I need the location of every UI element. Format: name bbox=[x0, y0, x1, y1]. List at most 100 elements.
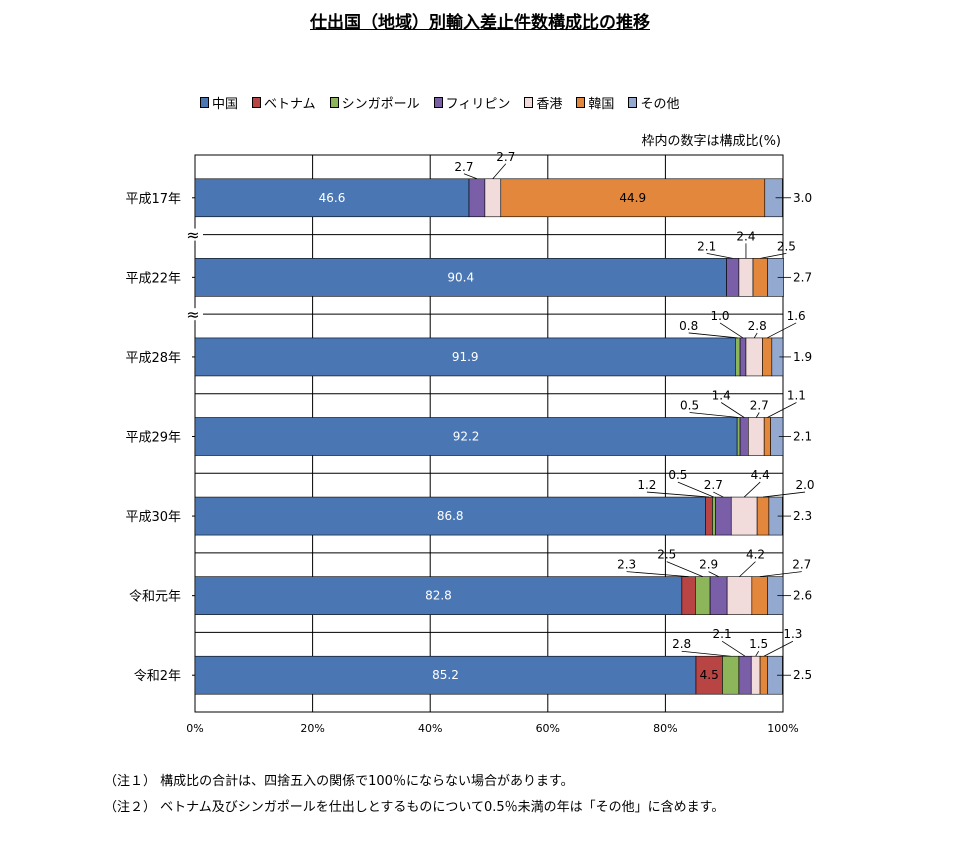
bar-segment bbox=[726, 576, 753, 615]
footnote-2: （注２） ベトナム及びシンガポールを仕出しとするものについて0.5％未満の年は「… bbox=[104, 800, 725, 815]
leader-line bbox=[463, 173, 478, 180]
legend-swatch bbox=[329, 96, 339, 108]
bar-segment bbox=[730, 496, 758, 536]
data-label: 4.2 bbox=[746, 548, 765, 562]
data-label: 90.4 bbox=[447, 270, 474, 284]
data-label: 2.7 bbox=[792, 558, 811, 572]
bar-segment bbox=[726, 258, 740, 297]
leader-line bbox=[762, 491, 806, 498]
bar-segment bbox=[705, 496, 713, 536]
data-label: 2.3 bbox=[793, 509, 812, 523]
legend-swatch bbox=[628, 96, 638, 108]
category-label: 令和元年 bbox=[129, 590, 181, 605]
legend-swatch bbox=[200, 96, 209, 108]
leader-line bbox=[681, 650, 731, 657]
leader-line bbox=[646, 491, 709, 498]
leader-line bbox=[720, 402, 745, 418]
axis-break-mask bbox=[187, 308, 203, 321]
data-label: 82.8 bbox=[425, 589, 452, 603]
data-label: 2.5 bbox=[793, 668, 812, 682]
bar-segment bbox=[756, 496, 770, 536]
category-label: 平成22年 bbox=[125, 271, 181, 286]
bar-segment bbox=[194, 337, 736, 377]
leader-line bbox=[739, 561, 756, 577]
leader-line bbox=[626, 571, 689, 578]
leader-line bbox=[763, 640, 794, 657]
bar-segment bbox=[752, 258, 769, 297]
legend: 中国 ベトナム シンガポール フィリピン 香港 韓国 その他 bbox=[200, 92, 800, 112]
unit-note: 枠内の数字は構成比(%) bbox=[642, 133, 782, 149]
legend-item: フィリピン bbox=[433, 93, 510, 112]
data-label: 1.4 bbox=[712, 389, 731, 403]
bar-segment bbox=[500, 178, 766, 218]
data-label: 2.8 bbox=[672, 637, 691, 651]
leader-line bbox=[719, 322, 744, 339]
axis-break-mask bbox=[187, 228, 203, 241]
bar-segment bbox=[762, 337, 773, 377]
legend-label: 韓国 bbox=[588, 96, 615, 112]
category-label: 平成30年 bbox=[125, 510, 181, 525]
leader-line bbox=[492, 163, 507, 180]
bar-segment bbox=[738, 258, 754, 297]
axis-break-symbol: ≈ bbox=[186, 305, 199, 324]
data-label: 2.7 bbox=[750, 399, 769, 413]
bar-segment bbox=[194, 655, 697, 695]
axis-break-symbol: ≈ bbox=[186, 226, 199, 245]
legend-item: その他 bbox=[628, 93, 679, 112]
data-label: 2.7 bbox=[496, 150, 515, 164]
bar-segment bbox=[715, 496, 732, 536]
bar-segment bbox=[712, 496, 716, 536]
x-tick-label: 80% bbox=[653, 722, 677, 735]
bar-segment bbox=[722, 655, 740, 695]
bar-segment bbox=[751, 576, 769, 615]
data-label: 0.8 bbox=[679, 319, 698, 333]
legend-item: 韓国 bbox=[576, 93, 614, 112]
leader-line bbox=[708, 571, 719, 578]
data-label: 2.7 bbox=[454, 160, 473, 174]
data-label: 2.0 bbox=[795, 478, 814, 492]
bar-segment bbox=[750, 655, 761, 695]
leader-line bbox=[766, 322, 797, 339]
leader-line bbox=[755, 412, 760, 418]
leader-line bbox=[713, 491, 724, 498]
chart-title: 仕出国（地域）別輸入差止件数構成比の推移 bbox=[310, 13, 650, 33]
footnotes: （注１） 構成比の合計は、四捨五入の関係で100％にならない場合があります。 （… bbox=[104, 769, 724, 821]
data-label: 0.5 bbox=[680, 399, 699, 413]
data-label: 1.6 bbox=[787, 309, 806, 323]
bar-segment bbox=[736, 417, 741, 456]
bar-segment bbox=[735, 337, 741, 377]
data-label: 2.7 bbox=[704, 478, 723, 492]
legend-item: 香港 bbox=[524, 93, 562, 112]
data-label: 4.5 bbox=[700, 668, 719, 682]
leader-line bbox=[755, 651, 760, 657]
leader-line bbox=[689, 412, 739, 418]
legend-swatch bbox=[433, 96, 443, 108]
data-label: 2.1 bbox=[697, 239, 716, 253]
data-label: 86.8 bbox=[437, 509, 464, 523]
data-label: 1.1 bbox=[787, 389, 806, 403]
legend-label: 中国 bbox=[212, 96, 239, 112]
data-label: 1.0 bbox=[710, 309, 729, 323]
data-label: 2.5 bbox=[657, 548, 676, 562]
bar-segment bbox=[194, 178, 470, 218]
data-label: 91.9 bbox=[452, 350, 479, 364]
stacked-bar-chart: 枠内の数字は構成比(%) 0% 20% 40% 60% 80% 100% 平成17年 46.6 4… bbox=[125, 133, 814, 735]
category-label: 平成28年 bbox=[125, 351, 181, 366]
x-tick-label: 60% bbox=[536, 722, 560, 735]
x-tick-label: 40% bbox=[418, 722, 442, 735]
bar-segment bbox=[745, 337, 763, 377]
legend-label: 香港 bbox=[536, 96, 563, 112]
data-label: 4.4 bbox=[751, 468, 770, 482]
bar-segment bbox=[738, 655, 752, 695]
bar-segment bbox=[759, 655, 769, 695]
data-label: 2.6 bbox=[793, 589, 812, 603]
data-label: 2.1 bbox=[793, 430, 812, 444]
leader-line bbox=[753, 332, 758, 339]
data-label: 3.0 bbox=[793, 191, 812, 205]
legend-item: 中国 bbox=[200, 93, 238, 112]
data-label: 1.9 bbox=[793, 350, 812, 364]
legend-swatch bbox=[576, 96, 586, 108]
data-label: 44.9 bbox=[619, 191, 646, 205]
data-label: 92.2 bbox=[453, 430, 480, 444]
category-label: 平成29年 bbox=[125, 431, 181, 446]
